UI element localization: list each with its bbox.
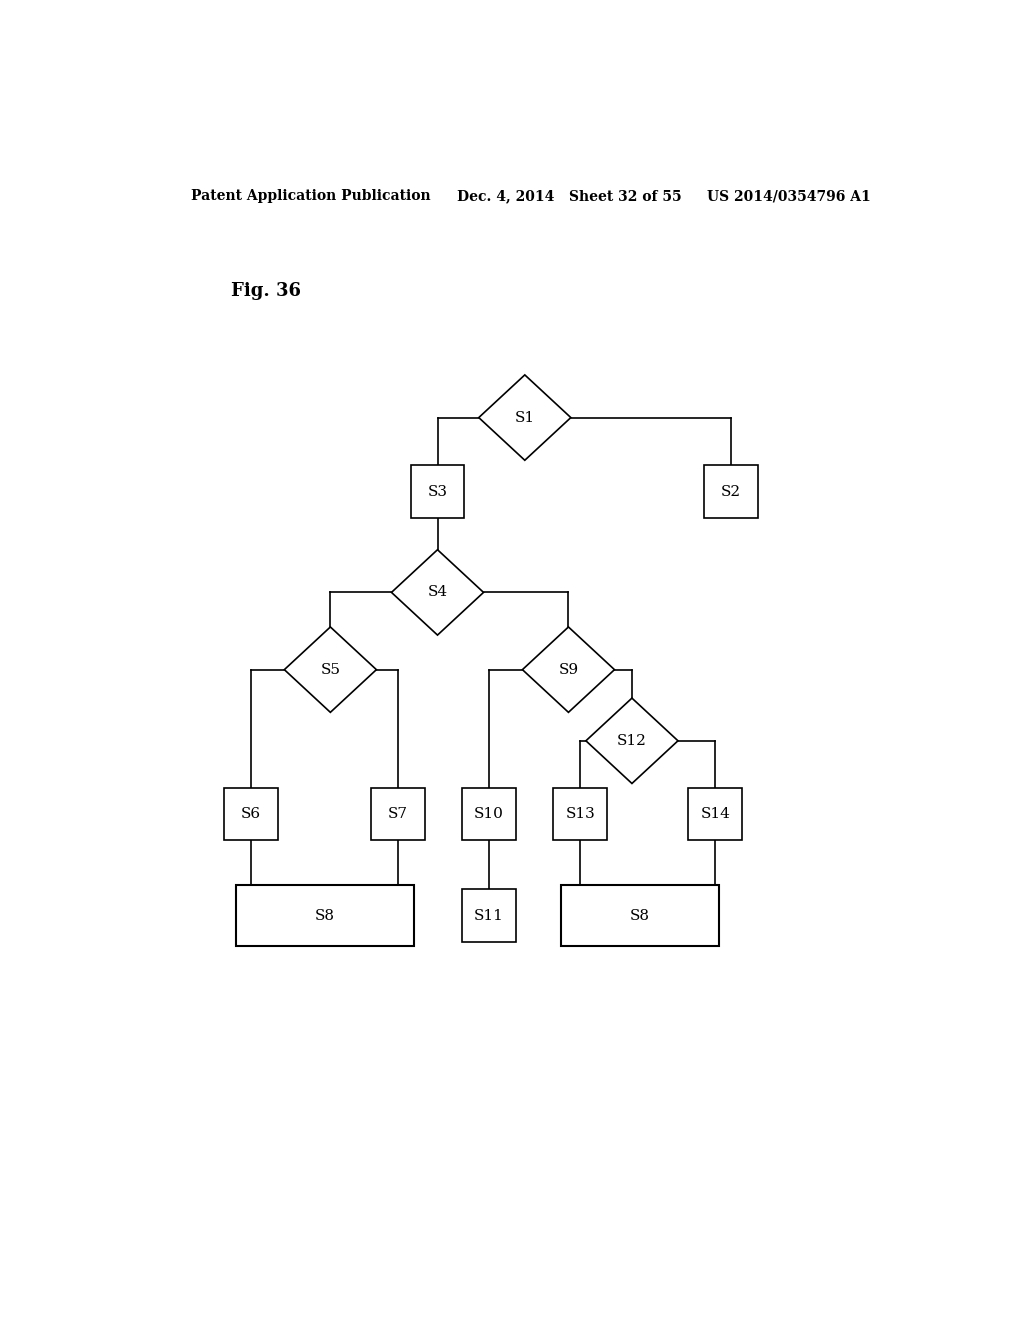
- FancyBboxPatch shape: [462, 890, 516, 942]
- Text: S4: S4: [427, 585, 447, 599]
- FancyBboxPatch shape: [411, 466, 465, 519]
- FancyBboxPatch shape: [688, 788, 742, 841]
- Polygon shape: [586, 698, 678, 784]
- Text: S3: S3: [427, 484, 447, 499]
- FancyBboxPatch shape: [705, 466, 758, 519]
- FancyBboxPatch shape: [553, 788, 607, 841]
- FancyBboxPatch shape: [224, 788, 278, 841]
- Text: S8: S8: [314, 908, 335, 923]
- Text: S2: S2: [721, 484, 741, 499]
- FancyBboxPatch shape: [560, 886, 719, 946]
- Text: Dec. 4, 2014   Sheet 32 of 55: Dec. 4, 2014 Sheet 32 of 55: [458, 189, 682, 203]
- Polygon shape: [522, 627, 614, 713]
- Text: S6: S6: [241, 807, 261, 821]
- FancyBboxPatch shape: [462, 788, 516, 841]
- Text: S11: S11: [474, 908, 504, 923]
- Text: S9: S9: [558, 663, 579, 677]
- Text: S10: S10: [474, 807, 504, 821]
- Text: S14: S14: [700, 807, 730, 821]
- Text: Fig. 36: Fig. 36: [231, 281, 301, 300]
- Polygon shape: [391, 549, 483, 635]
- Text: S12: S12: [617, 734, 647, 748]
- Text: US 2014/0354796 A1: US 2014/0354796 A1: [708, 189, 871, 203]
- Polygon shape: [479, 375, 570, 461]
- Text: S1: S1: [515, 411, 535, 425]
- FancyBboxPatch shape: [371, 788, 425, 841]
- Text: S5: S5: [321, 663, 340, 677]
- Text: S13: S13: [565, 807, 595, 821]
- Polygon shape: [285, 627, 377, 713]
- Text: Patent Application Publication: Patent Application Publication: [191, 189, 431, 203]
- Text: S7: S7: [388, 807, 408, 821]
- FancyBboxPatch shape: [236, 886, 414, 946]
- Text: S8: S8: [630, 908, 650, 923]
